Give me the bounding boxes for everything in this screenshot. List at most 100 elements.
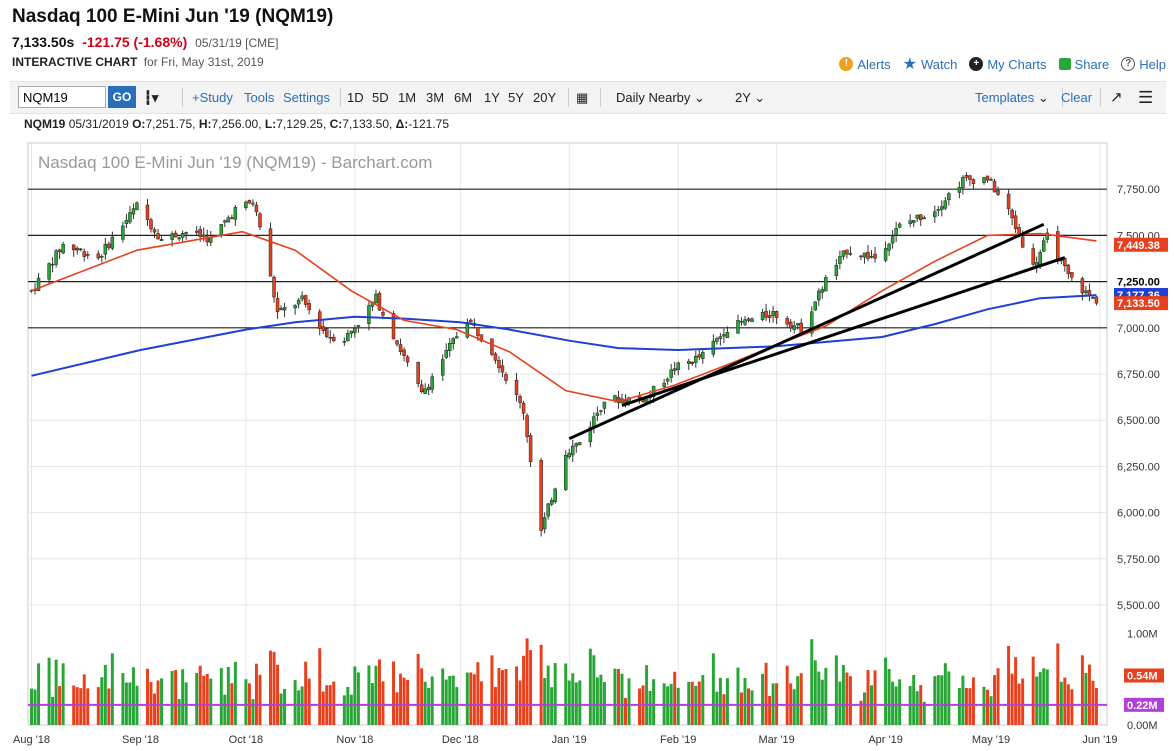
alerts-link[interactable]: ! Alerts xyxy=(839,57,891,72)
bearish-candle xyxy=(848,253,853,255)
bullish-candle xyxy=(869,256,874,258)
volume-bar xyxy=(195,672,199,725)
volume-bar xyxy=(170,670,174,725)
bullish-candle xyxy=(54,250,58,265)
toolbar-divider xyxy=(1100,88,1101,107)
menu-icon[interactable]: ☰ xyxy=(1138,88,1154,107)
bullish-candle xyxy=(293,305,297,309)
bullish-candle xyxy=(989,179,993,181)
bullish-candle xyxy=(342,341,347,343)
settings-button[interactable]: Settings xyxy=(283,90,330,105)
period-5d-button[interactable]: 5D xyxy=(372,90,389,105)
bullish-candle xyxy=(50,263,55,266)
volume-bar xyxy=(54,659,58,725)
bullish-candle xyxy=(194,230,199,233)
clear-button[interactable]: Clear xyxy=(1061,90,1093,105)
bullish-candle xyxy=(743,319,747,325)
aggregation-select[interactable]: Daily Nearby ⌄ xyxy=(616,82,705,113)
low-label: L: xyxy=(264,117,277,131)
volume-bar xyxy=(1031,656,1035,725)
volume-bar xyxy=(395,692,399,725)
volume-bar xyxy=(543,678,547,725)
go-button[interactable]: GO xyxy=(108,86,136,108)
period-3m-button[interactable]: 3M xyxy=(426,90,445,105)
period-1y-button[interactable]: 1Y xyxy=(484,90,500,105)
volume-bar xyxy=(1094,687,1098,725)
bullish-candle xyxy=(883,248,888,261)
bullish-candle xyxy=(838,256,842,264)
volume-bar xyxy=(497,667,501,725)
symbol-input[interactable] xyxy=(18,86,106,108)
volume-bar xyxy=(1014,657,1018,725)
volume-bar xyxy=(86,688,90,725)
volume-bar xyxy=(701,675,705,725)
x-tick-label: Aug '18 xyxy=(13,734,50,746)
volume-bar xyxy=(515,666,519,725)
bearish-candle xyxy=(785,318,789,325)
bullish-candle xyxy=(542,517,547,530)
bearish-candle xyxy=(78,248,83,251)
bearish-candle xyxy=(476,327,480,336)
volume-bar xyxy=(416,653,420,725)
volume-bar xyxy=(859,700,863,725)
bullish-candle xyxy=(546,503,550,517)
bullish-candle xyxy=(251,202,255,205)
bearish-candle xyxy=(75,247,79,251)
draw-tool-icon[interactable]: ↗ xyxy=(1110,89,1123,106)
volume-bar xyxy=(75,687,79,725)
volume-bar xyxy=(377,659,381,725)
period-6m-button[interactable]: 6M xyxy=(454,90,473,105)
volume-bar xyxy=(1091,680,1095,725)
bearish-candle xyxy=(1094,296,1099,304)
y-tick-label: 5,750.00 xyxy=(1117,554,1160,566)
volume-bar xyxy=(469,672,473,725)
bearish-candle xyxy=(469,319,473,323)
bullish-candle xyxy=(349,330,354,334)
bearish-candle xyxy=(968,175,972,180)
chart-date: for Fri, May 31st, 2019 xyxy=(143,55,264,69)
bearish-candle xyxy=(86,254,90,256)
bullish-candle xyxy=(760,311,765,321)
bearish-candle xyxy=(82,251,86,257)
bullish-candle xyxy=(346,332,350,342)
volume-bar xyxy=(451,675,455,725)
volume-bar xyxy=(550,687,554,725)
share-link[interactable]: Share xyxy=(1058,57,1109,72)
calendar-icon[interactable]: ▦ xyxy=(576,90,589,105)
period-1d-button[interactable]: 1D xyxy=(347,90,364,105)
range-select[interactable]: 2Y ⌄ xyxy=(735,82,765,113)
volume-bar xyxy=(764,662,768,725)
period-5y-button[interactable]: 5Y xyxy=(508,90,524,105)
volume-bar xyxy=(37,663,41,725)
bearish-candle xyxy=(321,326,325,331)
bearish-candle xyxy=(57,249,62,253)
bearish-candle xyxy=(514,379,519,396)
y-tick-label: 6,500.00 xyxy=(1117,415,1160,427)
volume-bar xyxy=(121,673,125,725)
trendline xyxy=(621,256,1066,407)
watch-link[interactable]: ★ Watch xyxy=(903,54,958,74)
my-charts-link[interactable]: + My Charts xyxy=(969,57,1047,72)
help-link[interactable]: ? Help xyxy=(1121,57,1166,72)
bearish-candle xyxy=(528,435,533,462)
volume-bar xyxy=(226,666,230,725)
bullish-candle xyxy=(1038,251,1042,265)
bearish-candle xyxy=(722,334,726,337)
bullish-candle xyxy=(1084,290,1088,293)
tools-button[interactable]: Tools xyxy=(244,90,275,105)
volume-bar xyxy=(304,661,308,725)
bullish-candle xyxy=(894,228,898,236)
bearish-candle xyxy=(616,396,621,404)
period-1m-button[interactable]: 1M xyxy=(398,90,417,105)
study-button[interactable]: +Study xyxy=(192,90,233,105)
bullish-candle xyxy=(103,243,108,255)
bullish-candle xyxy=(374,293,378,304)
high-label: H: xyxy=(198,117,212,131)
period-20y-button[interactable]: 20Y xyxy=(533,90,557,105)
volume-bar xyxy=(648,690,652,725)
ohlc-symbol: NQM19 xyxy=(24,117,66,131)
volume-bar xyxy=(971,677,975,725)
chart-type-selector[interactable]: ┇▾ xyxy=(144,82,158,113)
templates-button[interactable]: Templates ⌄ xyxy=(975,82,1049,113)
